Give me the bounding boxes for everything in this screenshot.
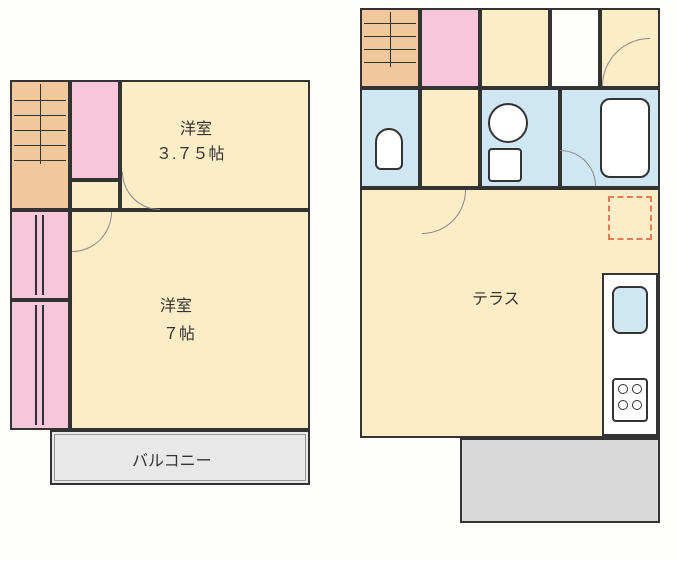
floor-plan-1f: テラス — [360, 8, 660, 548]
closet-top-2f — [70, 80, 120, 180]
washer-icon — [488, 148, 522, 182]
bedroom-large — [70, 210, 310, 430]
closet-left-2f-b — [10, 300, 70, 430]
bathtub-icon — [600, 98, 650, 178]
sink-icon — [488, 103, 528, 143]
entry-door-area — [550, 8, 600, 88]
stove-icon — [612, 378, 648, 422]
entry-hall — [480, 8, 550, 88]
kitchen-sink-icon — [612, 286, 648, 334]
entry-closet — [420, 8, 480, 88]
dashed-outline — [608, 196, 652, 240]
floor-plan-2f: 洋室 ３.７５帖 洋室 ７帖 バルコニー — [10, 80, 310, 510]
hall-1f — [420, 88, 480, 188]
terrace — [460, 438, 660, 523]
closet-left-2f-a — [10, 210, 70, 300]
hall-2f — [70, 180, 120, 210]
toilet-icon — [375, 128, 403, 170]
